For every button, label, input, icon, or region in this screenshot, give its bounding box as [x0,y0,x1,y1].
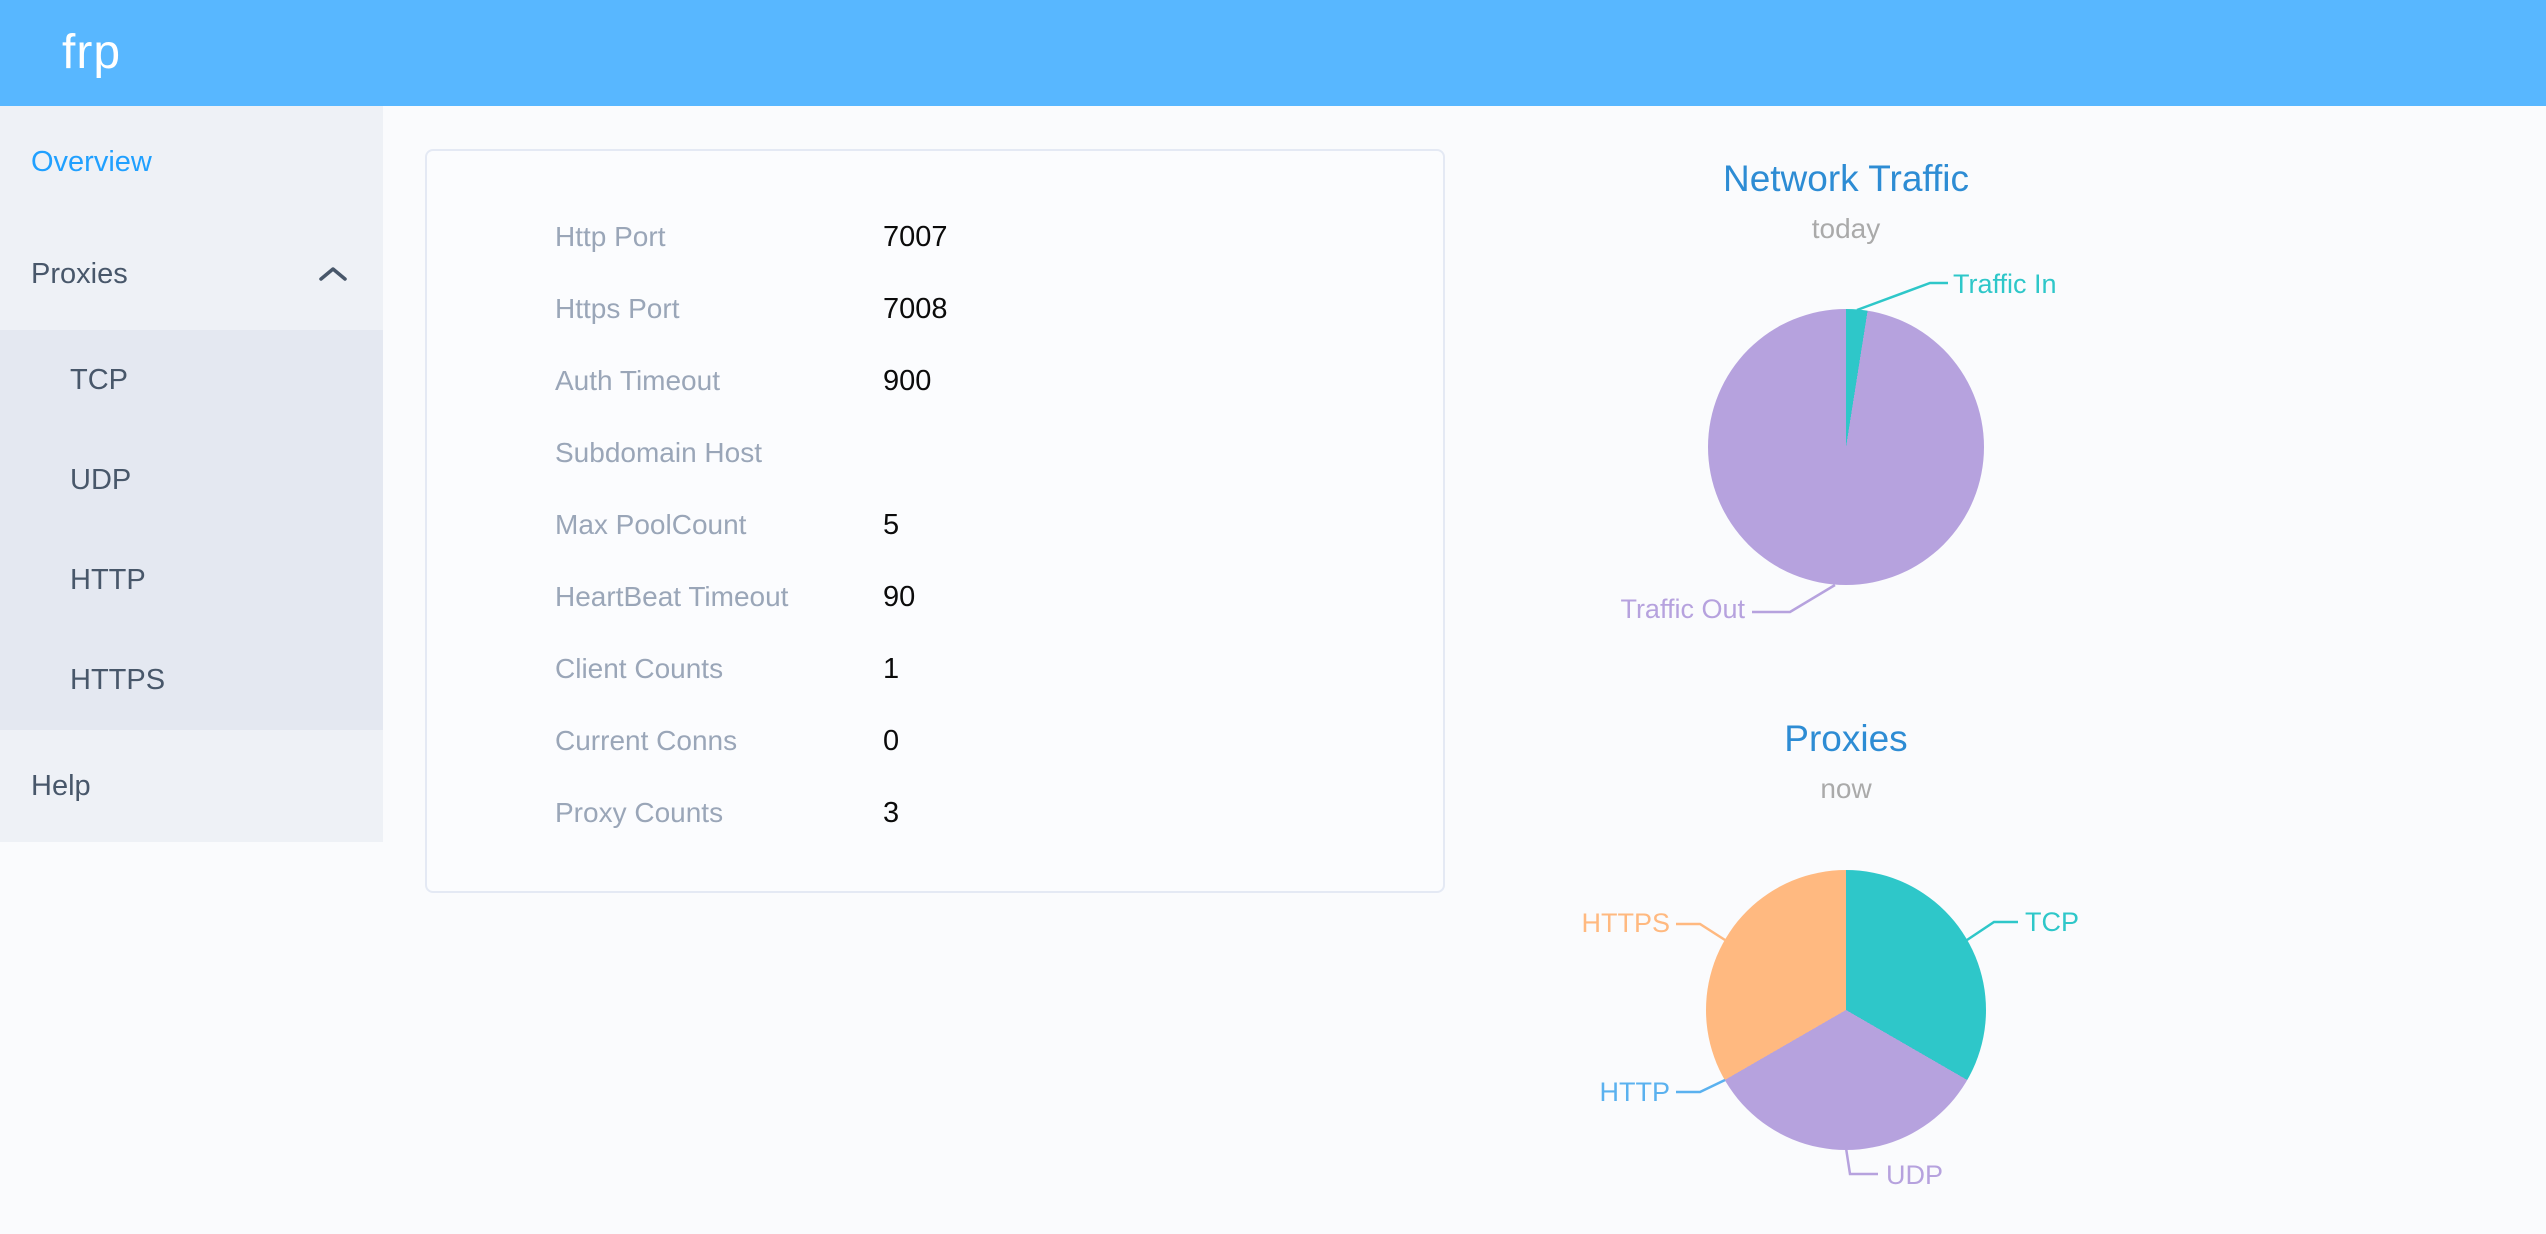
info-label: Subdomain Host [555,437,763,468]
info-row: Http Port 7007 [427,201,1443,273]
udp-leader-line [1844,1147,1878,1176]
network-traffic-title: Network Traffic [1722,158,1970,199]
proxies-pie[interactable] [1706,870,1986,1150]
sidebar: Overview Proxies TCP UDP HTTP HTTPS Help [0,106,383,842]
info-row: Https Port 7008 [427,273,1443,345]
app-header: frp [0,0,2546,106]
info-value: 0 [883,725,900,757]
info-label: HeartBeat Timeout [555,581,789,612]
info-row: Client Counts 1 [427,633,1443,705]
https-leader-line [1676,922,1726,942]
traffic-out-label: Traffic Out [1620,594,1745,624]
info-row: Auth Timeout 900 [427,345,1443,417]
https-slice-label: HTTPS [1581,908,1670,938]
proxies-title: Proxies [1784,718,1908,759]
sidebar-item-http[interactable]: HTTP [70,564,146,596]
info-label: Proxy Counts [555,797,724,828]
sidebar-item-help[interactable]: Help [31,770,91,802]
http-slice-label: HTTP [1599,1077,1671,1107]
sidebar-item-proxies[interactable]: Proxies [0,218,383,330]
info-value: 7008 [883,293,948,325]
chevron-up-icon [319,267,347,281]
info-label: Https Port [555,293,680,324]
info-row: Subdomain Host [427,417,1443,489]
server-info-card: Http Port 7007 Https Port 7008 Auth Time… [425,149,1445,893]
info-value: 3 [883,797,900,829]
network-traffic-pie[interactable] [1708,309,1984,585]
sidebar-submenu-proxies: TCP UDP HTTP HTTPS [0,330,383,730]
proxies-chart: Proxies now TCP UDP HTTP HTTPS [1496,666,2196,1234]
info-value: 5 [883,509,900,541]
sidebar-item-udp[interactable]: UDP [70,464,132,496]
frp-logo: frp [62,26,122,79]
sidebar-item-https[interactable]: HTTPS [70,664,166,696]
info-label: Client Counts [555,653,724,684]
sidebar-item-overview-label: Overview [31,146,152,178]
traffic-in-label: Traffic In [1953,269,2057,299]
sidebar-item-overview[interactable]: Overview [0,106,383,218]
info-row: Proxy Counts 3 [427,777,1443,849]
info-value: 90 [883,581,916,613]
info-value: 1 [883,653,900,685]
info-row: Current Conns 0 [427,705,1443,777]
proxies-subtitle: now [1820,773,1872,804]
traffic-in-leader-line [1856,281,1948,312]
info-value: 900 [883,365,932,397]
udp-slice-label: UDP [1886,1160,1944,1190]
info-label: Http Port [555,221,666,252]
sidebar-item-proxies-label: Proxies [31,258,128,290]
info-row: Max PoolCount 5 [427,489,1443,561]
sidebar-item-tcp[interactable]: TCP [70,364,128,396]
info-row: HeartBeat Timeout 90 [427,561,1443,633]
traffic-out-leader-line [1752,583,1836,614]
network-traffic-chart: Network Traffic today Traffic In Traffic… [1496,106,2196,666]
info-value: 7007 [883,221,948,253]
tcp-slice-label: TCP [2025,907,2079,937]
info-label: Auth Timeout [555,365,720,396]
http-leader-line [1676,1078,1726,1094]
network-traffic-subtitle: today [1811,213,1881,244]
info-label: Current Conns [555,725,738,756]
tcp-leader-line [1966,920,2018,942]
info-label: Max PoolCount [555,509,747,540]
